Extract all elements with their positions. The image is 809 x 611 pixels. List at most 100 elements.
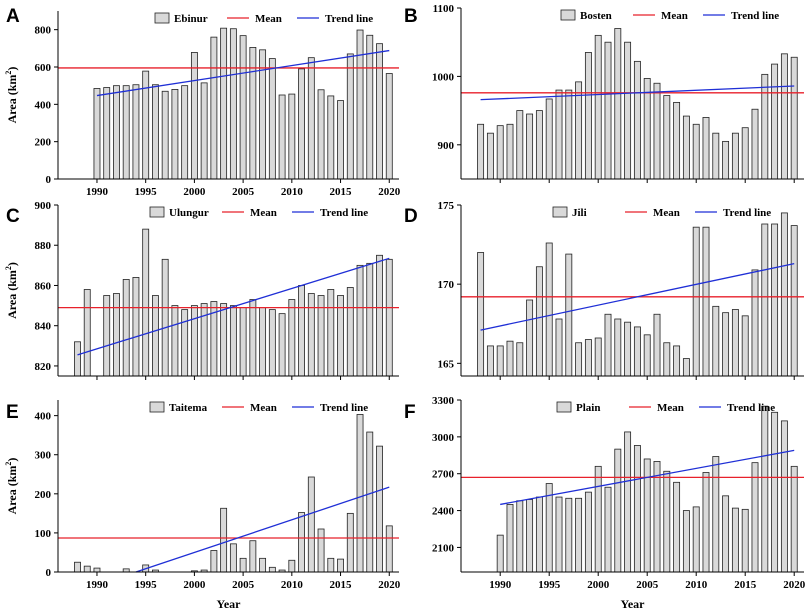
- x-tick-label: 2015: [330, 186, 353, 198]
- bar-plain-1991: [506, 504, 514, 573]
- bar-ulungur-2019: [376, 254, 383, 377]
- bar-ulungur-1999: [181, 309, 189, 377]
- bar-jili-2004: [633, 326, 641, 377]
- bar-ebinur-2013: [317, 89, 325, 180]
- bar-ulungur-1995: [142, 228, 150, 377]
- bar-jili-1990: [496, 345, 504, 377]
- bar-bosten-1999: [584, 52, 592, 180]
- bar-jili-1991: [506, 340, 514, 377]
- bar-taitema-2015: [337, 558, 344, 573]
- bar-plain-2005: [643, 458, 651, 573]
- bar-ulungur-1992: [113, 293, 120, 377]
- bar-bosten-1988: [477, 123, 485, 180]
- bar-plain-2011: [702, 472, 710, 573]
- bar-plain-2003: [624, 431, 632, 573]
- bar-ebinur-2018: [366, 34, 374, 180]
- legend-label-trend: Trend line: [727, 402, 775, 414]
- bar-ebinur-1992: [113, 85, 120, 180]
- bar-taitema-2014: [327, 557, 335, 573]
- bar-plain-2009: [682, 510, 690, 573]
- trend-line: [480, 85, 795, 101]
- bar-bosten-2017: [761, 73, 769, 180]
- legend-label-mean: Mean: [657, 402, 684, 414]
- bar-bosten-2013: [722, 140, 730, 180]
- bar-ulungur-2009: [278, 313, 286, 377]
- trend-line: [96, 49, 390, 97]
- bar-bosten-2008: [673, 101, 681, 180]
- legend-label-mean: Mean: [250, 207, 277, 219]
- bar-plain-2014: [731, 507, 739, 573]
- bar-ebinur-2008: [268, 58, 276, 180]
- legend-label-series: Jili: [572, 207, 587, 219]
- panel-letter: F: [404, 402, 416, 423]
- bar-ebinur-1999: [181, 85, 189, 180]
- x-tick-label: 2020: [783, 579, 806, 591]
- legend: Plain Mean Trend line: [556, 401, 775, 414]
- x-tick-label: 2010: [281, 579, 304, 591]
- bar-jili-2007: [663, 342, 671, 377]
- y-tick-label: 100: [35, 528, 52, 540]
- bar-jili-1993: [526, 299, 534, 377]
- bar-taitema-2006: [249, 540, 257, 573]
- bar-plain-1993: [526, 499, 534, 573]
- x-tick-label: 2015: [734, 579, 757, 591]
- bar-ebinur-1994: [132, 84, 140, 180]
- bar-jili-1999: [584, 339, 592, 377]
- legend-label-series: Ulungur: [169, 207, 209, 219]
- bar-ulungur-2004: [229, 305, 237, 377]
- panel-A: A 0 200 400 600 800 1990 1995 2000 2005 2010 2015 20…: [4, 6, 401, 198]
- bar-ebinur-2001: [200, 82, 208, 180]
- bar-plain-2008: [673, 481, 681, 573]
- bar-plain-2015: [741, 508, 749, 573]
- bar-taitema-1988: [74, 561, 81, 573]
- bar-bosten-1995: [545, 98, 553, 180]
- bar-plain-1990: [496, 534, 504, 573]
- legend: Taitema Mean Trend line: [149, 401, 368, 414]
- bar-plain-1999: [584, 491, 592, 573]
- bar-jili-2009: [682, 358, 690, 377]
- y-tick-label: 2100: [432, 542, 455, 554]
- bar-bosten-2020: [790, 56, 798, 180]
- legend-label-trend: Trend line: [320, 207, 368, 219]
- panel-letter: A: [6, 6, 20, 27]
- legend-swatch-bars: [552, 206, 568, 218]
- bar-plain-2018: [771, 411, 779, 573]
- bar-ebinur-2012: [307, 57, 315, 180]
- bar-jili-2010: [692, 226, 700, 377]
- legend-swatch-bars: [149, 401, 165, 413]
- bar-bosten-2014: [731, 132, 739, 180]
- bar-jili-1988: [477, 252, 485, 377]
- legend: Ulungur Mean Trend line: [149, 206, 368, 219]
- y-axis-label-close: ): [5, 67, 19, 71]
- bar-jili-1992: [516, 342, 524, 377]
- bar-bosten-2004: [633, 60, 641, 180]
- bar-ulungur-2007: [259, 307, 267, 377]
- legend-label-series: Ebinur: [174, 13, 208, 25]
- bar-bosten-1989: [486, 132, 494, 180]
- bar-bosten-2011: [702, 117, 710, 180]
- bar-taitema-2012: [307, 476, 315, 573]
- y-axis-label-text: Area (: [5, 482, 19, 514]
- bar-bosten-1997: [565, 89, 573, 180]
- legend-label-trend: Trend line: [320, 402, 368, 414]
- bar-ebinur-2020: [385, 73, 393, 180]
- bar-ebinur-2004: [229, 28, 237, 180]
- bar-jili-1994: [535, 266, 543, 377]
- bar-plain-1995: [545, 483, 553, 573]
- bar-ulungur-1993: [122, 279, 130, 377]
- bar-ulungur-2003: [220, 303, 228, 377]
- bar-bosten-1998: [575, 81, 583, 180]
- bar-ulungur-2011: [298, 285, 305, 377]
- bar-ulungur-2016: [346, 287, 354, 377]
- bar-jili-1995: [545, 242, 553, 377]
- bar-ebinur-2015: [337, 100, 344, 180]
- y-axis-label: Area (km2): [4, 458, 19, 515]
- bar-ebinur-2005: [239, 35, 247, 180]
- bar-taitema-2003: [220, 507, 228, 573]
- bar-taitema-2016: [346, 512, 354, 573]
- bar-jili-2003: [624, 321, 632, 377]
- bar-plain-1998: [575, 497, 583, 573]
- bar-bosten-2010: [692, 123, 700, 180]
- y-axis-label-sup: 2: [4, 71, 13, 75]
